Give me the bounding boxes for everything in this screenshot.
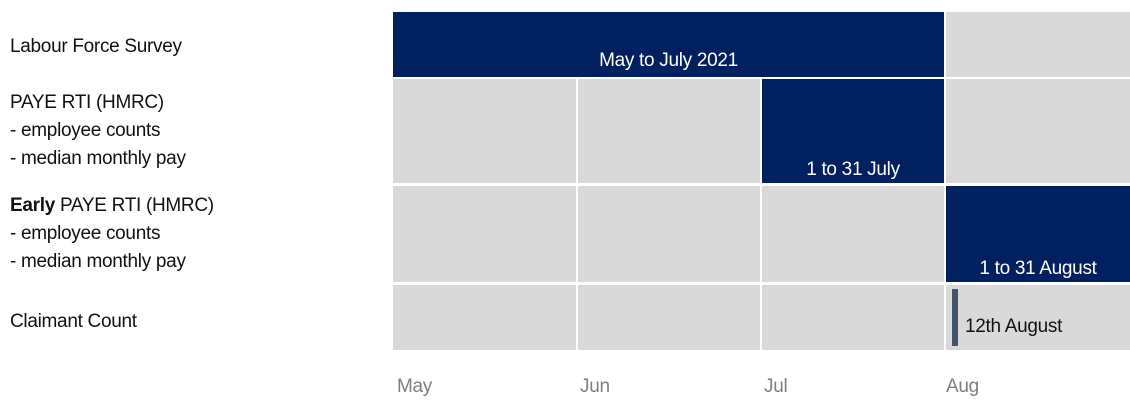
row-sublabel: - median monthly pay: [10, 251, 186, 272]
period-bar: [393, 12, 944, 77]
row-sublabel: - median monthly pay: [10, 148, 186, 169]
cell: [762, 285, 944, 350]
cell: [578, 79, 760, 183]
period-bar: [946, 186, 1130, 282]
row-label: Labour Force Survey: [10, 36, 182, 57]
bar-label: May to July 2021: [599, 50, 738, 71]
cell: [946, 285, 1130, 350]
bar-label: 1 to 31 July: [806, 159, 900, 180]
row-label: Claimant Count: [10, 311, 137, 332]
row-sublabel: - employee counts: [10, 120, 161, 141]
cell: [578, 285, 760, 350]
cell: [393, 186, 576, 282]
month-label: May: [397, 376, 432, 397]
month-label: Jun: [580, 376, 610, 397]
month-label: Jul: [764, 376, 788, 397]
date-marker: [952, 289, 958, 346]
bar-label: 1 to 31 August: [979, 258, 1097, 279]
month-label: Aug: [946, 376, 979, 397]
row-label-bold: Early: [10, 195, 55, 216]
cell: [946, 79, 1130, 183]
cell: [946, 12, 1130, 77]
row-sublabel: - employee counts: [10, 223, 161, 244]
cell: [393, 285, 576, 350]
cell: [393, 79, 576, 183]
row-label: Early PAYE RTI (HMRC): [10, 195, 214, 217]
row-label: PAYE RTI (HMRC): [59, 195, 214, 216]
period-bar: [762, 79, 944, 183]
cell: [578, 186, 760, 282]
row-label: PAYE RTI (HMRC): [10, 92, 164, 113]
cell: [762, 186, 944, 282]
marker-label: 12th August: [965, 316, 1063, 337]
